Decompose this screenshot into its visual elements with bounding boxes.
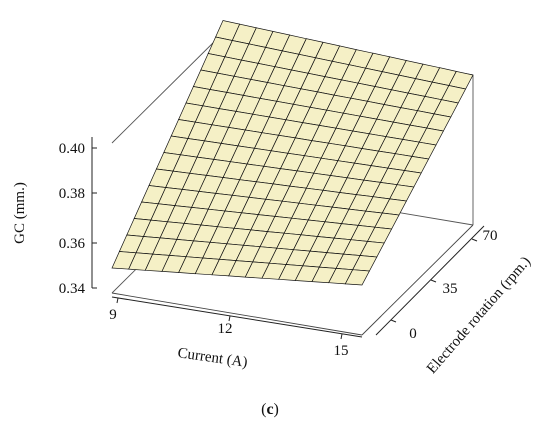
y-axis-line: [375, 225, 485, 336]
z-axis-ticks: 0.34 0.36 0.38 0.40: [59, 137, 97, 297]
x-tick-label: 15: [334, 343, 349, 359]
x-tick-label: 12: [218, 321, 233, 337]
x-tick-mark: [116, 297, 119, 304]
x-axis-ticks: 9 12 15: [109, 296, 363, 359]
response-surface: [111, 20, 474, 286]
z-axis-label: GC (mm.): [12, 182, 28, 244]
z-tick-label: 0.38: [59, 186, 85, 202]
z-tick-label: 0.34: [59, 281, 86, 297]
z-tick-label: 0.36: [59, 236, 86, 252]
caption-open-paren: (: [261, 401, 266, 418]
y-axis-label: Electrode rotation (rpm.): [424, 254, 534, 377]
y-tick-mark: [430, 279, 437, 283]
left-top-edge: [111, 32, 224, 144]
x-tick-label: 9: [109, 307, 117, 323]
right-bottom-edge: [361, 224, 474, 336]
z-tick-label: 0.40: [59, 141, 85, 157]
y-tick-mark: [390, 319, 397, 323]
caption-close-paren: ): [274, 401, 279, 418]
x-axis-label: Current (A): [177, 345, 249, 371]
x-tick-mark: [228, 315, 231, 322]
figure-caption: (c): [261, 401, 279, 418]
y-tick-label: 0: [409, 326, 417, 342]
caption-letter: c: [266, 401, 273, 418]
front-box-edges: [111, 224, 474, 336]
y-tick-label: 35: [443, 281, 458, 297]
x-axis-line: [111, 296, 363, 338]
front-bottom-edge: [111, 292, 363, 336]
y-tick-label: 70: [483, 228, 498, 244]
y-axis-ticks: 0 35 70: [375, 225, 498, 342]
y-tick-mark: [471, 238, 478, 242]
x-tick-mark: [340, 333, 343, 340]
surface-cell: [344, 269, 370, 286]
